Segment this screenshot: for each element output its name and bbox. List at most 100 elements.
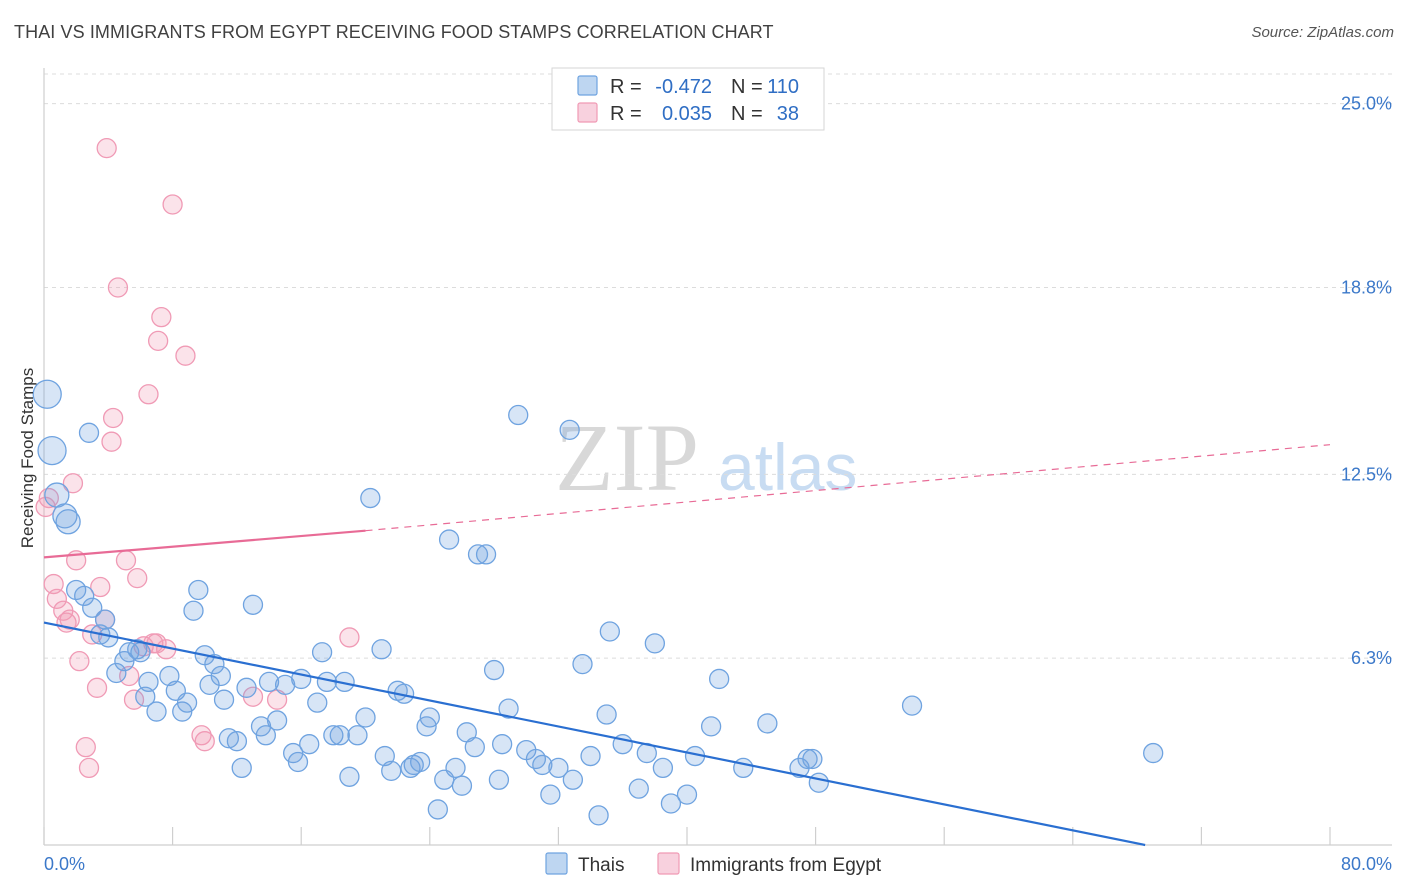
thai-point	[32, 379, 62, 409]
gridlines	[44, 73, 1392, 659]
egypt-trend-line	[43, 529, 366, 559]
thai-point	[475, 544, 497, 565]
thai-point	[467, 544, 489, 565]
thai-point	[82, 597, 103, 618]
egypt-point	[194, 731, 215, 752]
thai-point	[339, 766, 360, 787]
egypt-point	[138, 384, 159, 405]
x-tick-label-min: 0.0%	[44, 854, 85, 874]
thai-point	[901, 695, 923, 716]
egypt-point	[59, 609, 80, 630]
thai-point	[596, 704, 617, 725]
series-legend-swatch-thai	[545, 852, 568, 875]
series-legend-label-thai: Thais	[578, 855, 624, 876]
thai-point	[299, 734, 320, 755]
egypt-point	[175, 345, 196, 366]
egypt-point	[78, 757, 100, 779]
thai-point	[628, 778, 649, 799]
thai-point	[287, 751, 309, 773]
y-tick-label: 18.8%	[1341, 278, 1392, 298]
thai-point	[255, 725, 276, 746]
egypt-point	[151, 307, 172, 328]
chart-title: THAI VS IMMIGRANTS FROM EGYPT RECEIVING …	[14, 22, 774, 42]
thai-point	[236, 677, 257, 698]
thai-point	[419, 707, 440, 728]
thai-point	[757, 713, 778, 734]
thai-point	[371, 639, 392, 660]
thai-point	[210, 665, 231, 687]
thai-point	[676, 784, 698, 805]
thai-point	[119, 642, 140, 663]
thai-point	[374, 745, 395, 767]
x-axis-ticks	[43, 827, 1331, 845]
thai-point	[438, 529, 460, 550]
thai-point	[347, 725, 368, 746]
egypt-point	[38, 487, 59, 509]
thai-point	[540, 784, 561, 805]
thai-point	[176, 692, 198, 713]
egypt-point	[62, 473, 84, 494]
thai-point	[218, 728, 240, 749]
thai-point	[808, 772, 829, 793]
series-legend-swatch-egypt	[657, 852, 680, 875]
thai-point	[508, 404, 529, 426]
thai-point	[183, 600, 204, 621]
legend-r-label-2: R =	[610, 103, 642, 125]
thai-point	[138, 671, 159, 693]
thai-point	[130, 642, 151, 663]
egypt-point	[191, 725, 212, 746]
thai-point	[188, 579, 209, 601]
egypt-trend-line-dashed	[365, 444, 1331, 532]
egypt-point	[147, 330, 169, 352]
thai-points	[32, 379, 1164, 826]
legend-r-label-1: R =	[610, 76, 642, 98]
egypt-point	[339, 627, 360, 648]
thai-point	[1143, 742, 1164, 764]
egypt-point	[90, 576, 111, 598]
thai-point	[427, 799, 448, 820]
thai-point	[548, 757, 569, 779]
egypt-point	[69, 650, 90, 672]
thai-point	[311, 642, 333, 663]
chart-source: Source: ZipAtlas.com	[1251, 24, 1394, 41]
thai-point	[464, 736, 485, 758]
egypt-point	[102, 407, 124, 429]
thai-point	[226, 731, 248, 752]
egypt-point	[86, 677, 108, 698]
legend-n-label-1: N =	[731, 76, 763, 98]
thai-point	[55, 509, 81, 535]
y-tick-labels: 6.3% 12.5% 18.8% 25.0%	[1341, 94, 1392, 669]
watermark-atlas: atlas	[718, 430, 857, 504]
x-tick-label-max: 80.0%	[1341, 854, 1392, 874]
egypt-point	[162, 194, 183, 215]
egypt-point	[101, 431, 122, 452]
thai-point	[802, 748, 823, 770]
thai-trend-line	[43, 621, 1146, 847]
thai-point	[483, 659, 505, 681]
thai-point	[709, 668, 730, 690]
watermark-zip: ZIP	[555, 404, 699, 511]
thai-point	[644, 633, 665, 654]
egypt-point	[107, 277, 129, 298]
series-legend-label-egypt: Immigrants from Egypt	[690, 855, 882, 876]
legend-r-value-thai: -0.472	[655, 76, 712, 98]
y-tick-label: 6.3%	[1351, 648, 1392, 668]
thai-point	[329, 725, 350, 746]
egypt-point	[75, 736, 96, 758]
y-tick-label: 25.0%	[1341, 94, 1392, 114]
thai-point	[213, 689, 235, 710]
thai-point	[580, 745, 601, 767]
thai-point	[159, 665, 180, 687]
thai-point	[78, 422, 100, 443]
thai-point	[572, 653, 593, 675]
thai-point	[106, 662, 127, 684]
egypt-point	[96, 137, 117, 159]
legend-n-value-thai: 110	[767, 76, 799, 98]
egypt-point	[43, 573, 64, 595]
thai-point	[231, 757, 252, 779]
egypt-point	[127, 567, 148, 589]
legend-r-value-egypt: 0.035	[662, 103, 712, 125]
thai-point	[323, 725, 344, 746]
series-legend: Thais Immigrants from Egypt	[545, 852, 882, 876]
